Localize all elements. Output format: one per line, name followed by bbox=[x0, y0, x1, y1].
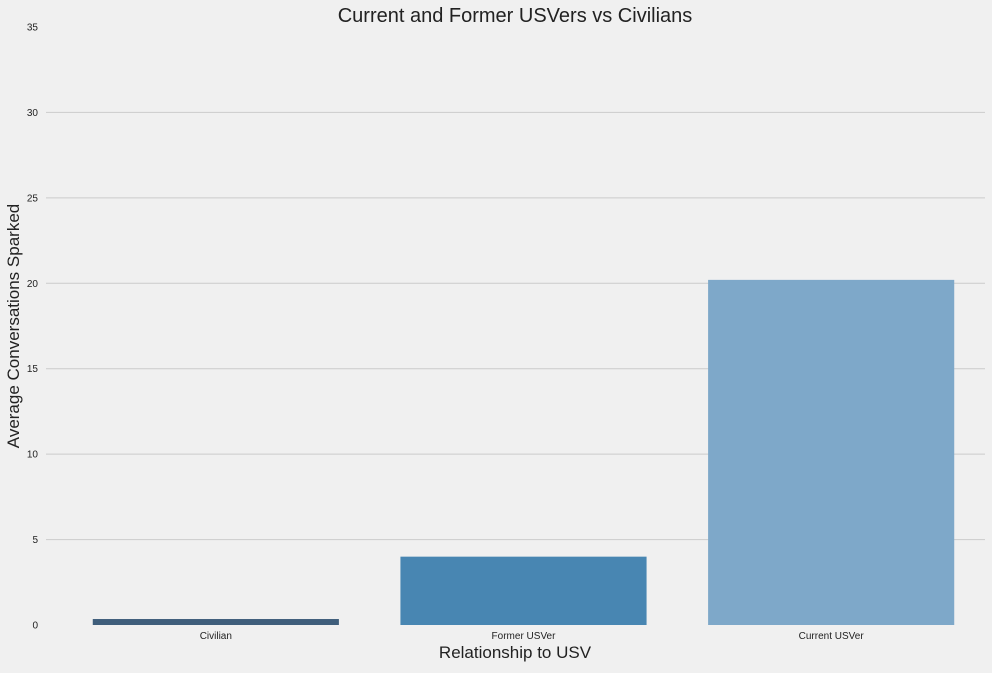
bars bbox=[92, 279, 955, 625]
x-tick-label: Civilian bbox=[200, 631, 232, 642]
bar-civilian bbox=[92, 619, 339, 625]
y-tick-label: 25 bbox=[27, 193, 39, 204]
y-tick-label: 30 bbox=[27, 108, 39, 119]
y-tick-label: 35 bbox=[27, 23, 39, 34]
y-axis-label: Average Conversations Sparked bbox=[4, 204, 23, 448]
x-axis-ticks: Civilian Former USVer Current USVer bbox=[200, 631, 865, 642]
x-tick-label: Current USVer bbox=[799, 631, 865, 642]
y-axis-ticks: 0 5 10 15 20 25 30 35 bbox=[27, 23, 39, 632]
bar-current-usver bbox=[708, 279, 955, 625]
chart-title: Current and Former USVers vs Civilians bbox=[338, 5, 693, 27]
y-tick-label: 20 bbox=[27, 279, 39, 290]
bar-former-usver bbox=[400, 556, 647, 625]
x-tick-label: Former USVer bbox=[492, 631, 557, 642]
y-tick-label: 0 bbox=[32, 621, 38, 632]
y-tick-label: 15 bbox=[27, 364, 39, 375]
y-tick-label: 5 bbox=[32, 535, 38, 546]
y-tick-label: 10 bbox=[27, 450, 39, 461]
x-axis-label: Relationship to USV bbox=[439, 643, 592, 662]
